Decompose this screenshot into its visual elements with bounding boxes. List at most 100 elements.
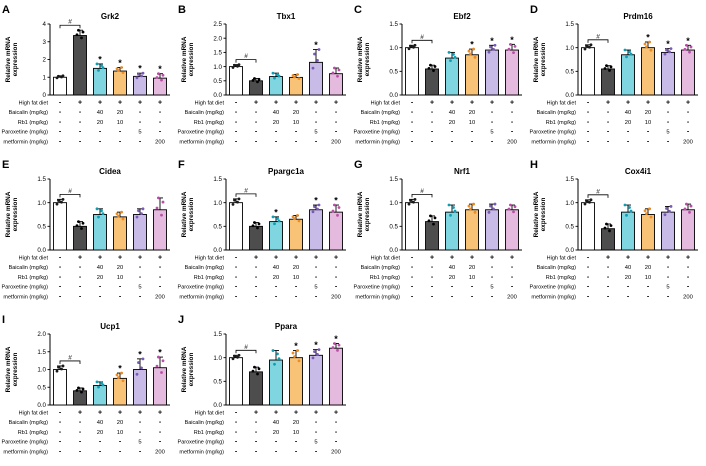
data-point [297, 219, 301, 223]
bar [113, 70, 127, 96]
treatment-value: 20 [645, 110, 651, 116]
treatment-row-label: Paroxetine (mg/kg) [178, 130, 225, 136]
data-point [97, 385, 100, 389]
panel-G: G Nrf1 Relative mRNA expression 0.0 0.5 1.0 1.5… [352, 155, 528, 310]
svg-text:Relative mRNA: Relative mRNA [181, 36, 188, 82]
treatment-value: + [686, 100, 690, 107]
data-point [237, 197, 241, 201]
panel-letter: C [354, 4, 362, 16]
panel-title: Ebf2 [453, 12, 471, 21]
treatment-value: - [491, 119, 494, 126]
treatment-value: - [511, 284, 514, 291]
treatment-value: - [59, 119, 62, 126]
data-point [100, 381, 103, 385]
bar [249, 225, 263, 251]
data-point [603, 226, 607, 230]
y-tick-label: 0.5 [213, 78, 222, 85]
data-point [643, 209, 647, 213]
treatment-value: - [411, 293, 414, 300]
svg-text:Relative mRNA: Relative mRNA [5, 191, 12, 237]
data-point [121, 217, 125, 221]
treatment-value: - [687, 129, 690, 136]
treatment-row-label: metformin (mg/kg) [355, 139, 400, 145]
treatment-value: - [99, 284, 102, 291]
bar [229, 202, 243, 251]
data-point [685, 43, 688, 47]
data-point [157, 72, 160, 76]
treatment-value: - [335, 284, 338, 291]
treatment-value: + [158, 100, 162, 107]
data-point [493, 43, 497, 47]
data-point [273, 222, 276, 226]
data-point [101, 66, 105, 70]
data-point [296, 73, 299, 76]
data-point [336, 74, 339, 78]
y-axis-label: Relative mRNA expression [5, 36, 19, 82]
data-point [623, 48, 627, 52]
data-point [447, 203, 451, 207]
svg-text:Relative mRNA: Relative mRNA [181, 191, 188, 237]
treatment-value: - [119, 439, 122, 446]
data-point [317, 348, 321, 352]
treatment-value: - [411, 109, 414, 116]
treatment-value: + [274, 410, 278, 417]
treatment-value: - [471, 293, 474, 300]
data-point [293, 355, 296, 359]
data-point [75, 33, 79, 37]
bar [681, 209, 695, 251]
treatment-value: 200 [331, 139, 341, 145]
star-significance: * [138, 349, 142, 359]
treatment-row-label: High fat diet [547, 101, 577, 107]
data-point [316, 353, 319, 356]
treatment-row-label: Baicalin (mg/kg) [185, 110, 225, 116]
significance-bracket [59, 24, 81, 29]
data-point [588, 200, 591, 204]
treatment-row-label: High fat diet [19, 411, 49, 417]
y-tick-label: 1.0 [213, 355, 222, 362]
y-axis-label: Relative mRNA expression [357, 191, 371, 237]
data-point [492, 47, 495, 51]
y-tick-label: 1.5 [565, 21, 574, 28]
treatment-value: - [139, 138, 142, 145]
data-point [628, 206, 631, 209]
data-point [271, 215, 275, 219]
y-tick-label: 0.0 [565, 247, 574, 254]
data-point [663, 213, 667, 217]
bar [73, 35, 87, 96]
data-point [467, 49, 471, 53]
star-significance: * [334, 196, 338, 206]
bar [661, 51, 675, 96]
treatment-value: + [98, 100, 102, 107]
treatment-row-label: High fat diet [19, 101, 49, 107]
treatment-value: - [159, 439, 162, 446]
data-point [493, 202, 497, 206]
treatment-row-label: metformin (mg/kg) [179, 139, 224, 145]
treatment-value: - [587, 119, 590, 126]
bar [309, 61, 323, 96]
treatment-value: - [491, 293, 494, 300]
treatment-value: - [667, 119, 670, 126]
treatment-row-label: Baicalin (mg/kg) [537, 265, 577, 271]
treatment-row-label: metformin (mg/kg) [179, 294, 224, 300]
data-point [407, 202, 411, 206]
svg-text:expression: expression [540, 198, 547, 232]
hash-significance: # [244, 53, 248, 60]
data-point [472, 202, 475, 206]
data-point [161, 200, 165, 204]
y-tick-label: 0.5 [565, 69, 574, 76]
treatment-value: + [450, 255, 454, 262]
hash-significance: # [596, 33, 600, 40]
data-point [685, 202, 688, 206]
treatment-value: 40 [273, 110, 279, 116]
data-point [253, 221, 256, 224]
data-point [61, 197, 65, 201]
treatment-value: - [295, 129, 298, 136]
data-point [256, 226, 259, 230]
data-point [409, 199, 412, 202]
data-point [135, 372, 139, 376]
treatment-row-label: Baicalin (mg/kg) [361, 265, 401, 271]
treatment-value: - [235, 284, 238, 291]
treatment-value: + [78, 255, 82, 262]
treatment-value: 20 [469, 110, 475, 116]
treatment-value: + [626, 255, 630, 262]
